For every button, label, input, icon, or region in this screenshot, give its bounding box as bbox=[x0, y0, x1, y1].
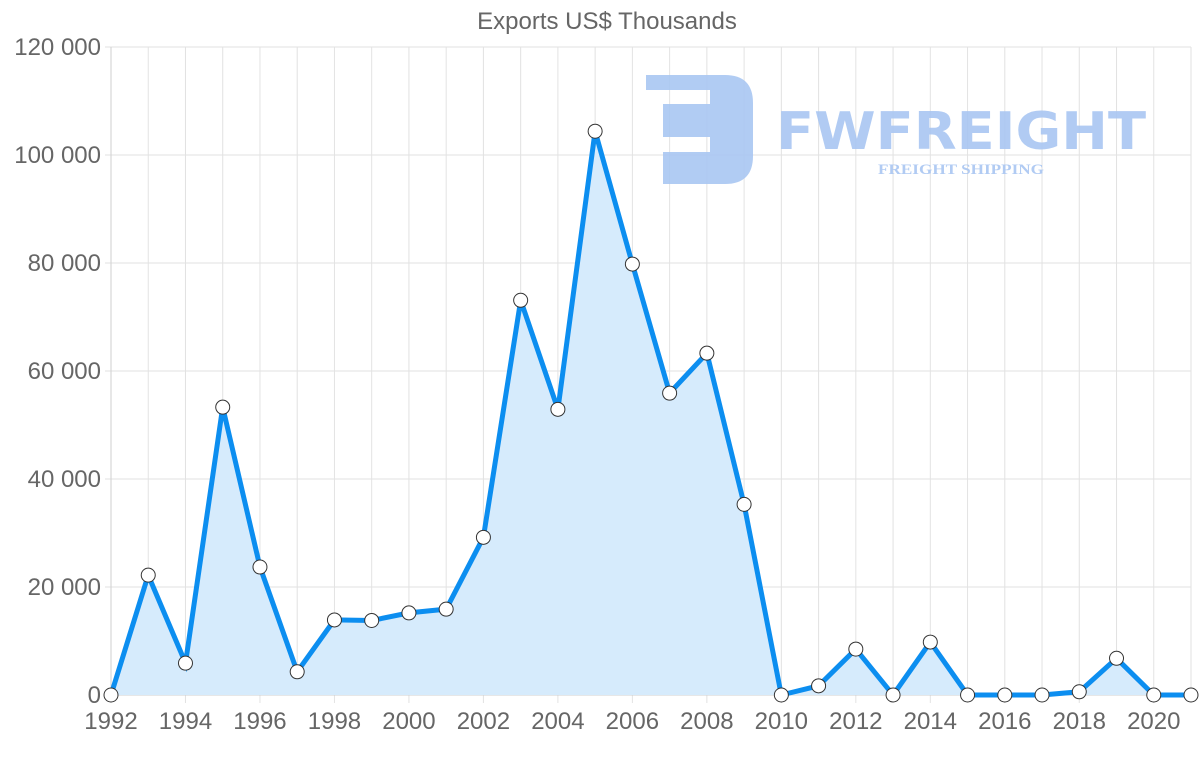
data-point-2014[interactable] bbox=[922, 634, 938, 650]
x-tick-label: 1996 bbox=[233, 708, 286, 735]
watermark-tagline: FREIGHT SHIPPING bbox=[878, 162, 1044, 178]
data-point-2011[interactable] bbox=[811, 678, 827, 694]
y-tick-label: 20 000 bbox=[28, 574, 101, 601]
data-point-2021[interactable] bbox=[1183, 687, 1199, 703]
data-point-2009[interactable] bbox=[736, 496, 752, 512]
data-point-1998[interactable] bbox=[326, 612, 342, 628]
data-point-2016[interactable] bbox=[997, 687, 1013, 703]
x-tick-label: 2010 bbox=[755, 708, 808, 735]
x-tick-label: 1992 bbox=[84, 708, 137, 735]
x-tick-label: 2020 bbox=[1127, 708, 1180, 735]
data-point-1993[interactable] bbox=[140, 567, 156, 583]
x-tick-label: 1994 bbox=[159, 708, 212, 735]
x-axis-labels: 1992 1994 1996 1998 2000 2002 2004 2006 2008 2010… bbox=[84, 708, 1180, 735]
x-tick-label: 2008 bbox=[680, 708, 733, 735]
x-tick-label: 2012 bbox=[829, 708, 882, 735]
data-point-2002[interactable] bbox=[475, 529, 491, 545]
data-point-2004[interactable] bbox=[550, 401, 566, 417]
x-tick-label: 2002 bbox=[457, 708, 510, 735]
watermark-brand: FWFREIGHT bbox=[776, 102, 1147, 162]
data-point-1992[interactable] bbox=[103, 687, 119, 703]
x-tick-label: 2016 bbox=[978, 708, 1031, 735]
y-tick-label: 100 000 bbox=[14, 142, 101, 169]
data-point-2012[interactable] bbox=[848, 641, 864, 657]
data-point-2007[interactable] bbox=[662, 385, 678, 401]
y-tick-label: 80 000 bbox=[28, 250, 101, 277]
x-tick-label: 1998 bbox=[308, 708, 361, 735]
x-tick-label: 2014 bbox=[904, 708, 957, 735]
data-point-2010[interactable] bbox=[773, 687, 789, 703]
data-point-2013[interactable] bbox=[885, 687, 901, 703]
data-point-2019[interactable] bbox=[1109, 650, 1125, 666]
data-point-2000[interactable] bbox=[401, 605, 417, 621]
data-point-1997[interactable] bbox=[289, 664, 305, 680]
data-point-1996[interactable] bbox=[252, 559, 268, 575]
data-point-2020[interactable] bbox=[1146, 687, 1162, 703]
data-point-1999[interactable] bbox=[364, 612, 380, 628]
watermark-logo: FWFREIGHT FREIGHT SHIPPING bbox=[646, 75, 1147, 184]
y-tick-label: 120 000 bbox=[14, 34, 101, 61]
x-tick-label: 2006 bbox=[606, 708, 659, 735]
y-tick-label: 40 000 bbox=[28, 466, 101, 493]
x-tick-label: 2004 bbox=[531, 708, 584, 735]
data-point-2001[interactable] bbox=[438, 601, 454, 617]
y-tick-label: 60 000 bbox=[28, 358, 101, 385]
data-point-2005[interactable] bbox=[587, 123, 603, 139]
x-tick-label: 2000 bbox=[382, 708, 435, 735]
data-point-2008[interactable] bbox=[699, 345, 715, 361]
y-tick-label: 0 bbox=[88, 682, 101, 709]
data-points bbox=[103, 123, 1199, 703]
data-point-1994[interactable] bbox=[177, 655, 193, 671]
area-path bbox=[111, 131, 1191, 695]
fw-logo-icon bbox=[646, 75, 753, 184]
data-point-2017[interactable] bbox=[1034, 687, 1050, 703]
data-point-2018[interactable] bbox=[1071, 684, 1087, 700]
y-axis-labels: 0 20 000 40 000 60 000 80 000 100 000 120 000 bbox=[14, 34, 101, 709]
data-point-2003[interactable] bbox=[513, 292, 529, 308]
area-fill bbox=[111, 131, 1191, 695]
data-point-1995[interactable] bbox=[215, 399, 231, 415]
chart-title: Exports US$ Thousands bbox=[477, 8, 737, 35]
x-tick-label: 2018 bbox=[1053, 708, 1106, 735]
data-point-2006[interactable] bbox=[624, 256, 640, 272]
data-point-2015[interactable] bbox=[960, 687, 976, 703]
